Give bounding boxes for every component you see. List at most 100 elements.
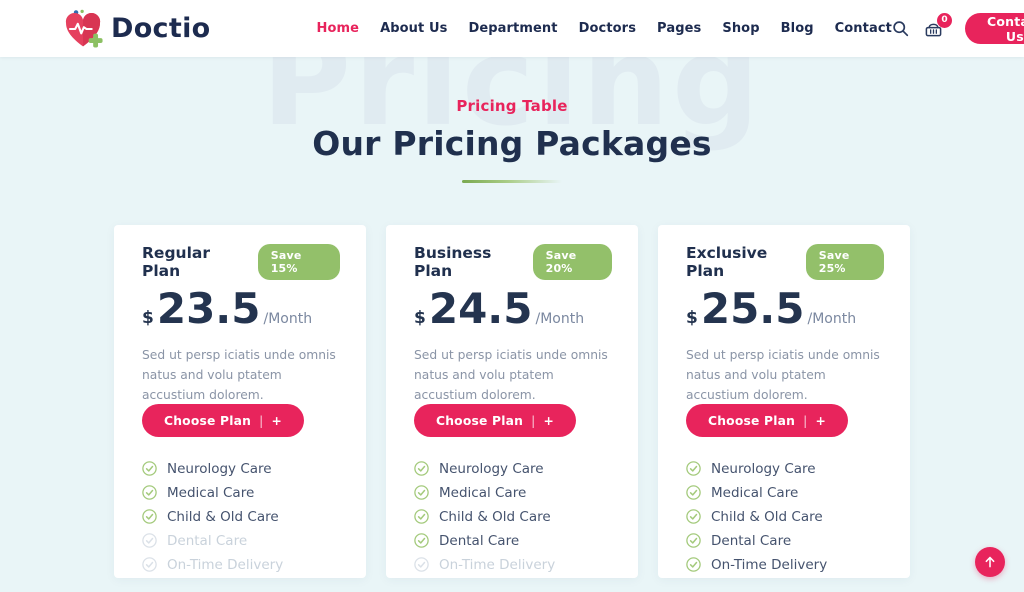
main-nav: Home About Us Department Doctors Pages S… <box>316 21 892 36</box>
feature-label: Medical Care <box>167 484 255 501</box>
scroll-to-top-button[interactable] <box>975 547 1005 577</box>
choose-plan-button[interactable]: Choose Plan | + <box>414 404 576 437</box>
section-subtitle: Pricing Table <box>456 97 568 115</box>
check-circle-icon <box>414 509 429 524</box>
plan-price: $ 23.5 /Month <box>142 284 340 333</box>
arrow-up-icon <box>982 554 998 570</box>
nav-item-pages[interactable]: Pages <box>657 21 702 36</box>
feature-item: Dental Care <box>414 532 612 549</box>
feature-label: Dental Care <box>439 532 520 549</box>
feature-item: Dental Care <box>142 533 340 549</box>
feature-label: Medical Care <box>711 484 799 501</box>
plan-description: Sed ut persp iciatis unde omnis natus an… <box>142 348 336 402</box>
check-circle-icon <box>686 461 701 476</box>
check-circle-icon <box>142 485 157 500</box>
search-icon[interactable] <box>892 20 909 37</box>
check-circle-icon <box>686 485 701 500</box>
pricing-card-exclusive: Exclusive Plan Save 25% $ 25.5 /Month Se… <box>658 225 910 578</box>
choose-plan-label: Choose Plan <box>708 413 796 428</box>
card-header: Regular Plan Save 15% <box>142 243 340 280</box>
nav-item-doctors[interactable]: Doctors <box>578 21 637 36</box>
check-circle-icon <box>414 485 429 500</box>
nav-item-about-us[interactable]: About Us <box>380 21 448 36</box>
feature-label: On-Time Delivery <box>711 556 828 573</box>
feature-list: Neurology Care Medical Care Child & Old … <box>686 460 884 573</box>
feature-item: On-Time Delivery <box>142 556 340 573</box>
save-badge: Save 25% <box>805 243 884 280</box>
choose-plan-button[interactable]: Choose Plan | + <box>142 404 304 437</box>
plus-icon: + <box>271 413 282 428</box>
plan-name: Regular Plan <box>142 243 210 280</box>
feature-item: Child & Old Care <box>414 509 612 525</box>
check-circle-icon <box>414 533 429 548</box>
button-divider: | <box>803 413 808 428</box>
nav-item-contact[interactable]: Contact <box>834 21 892 36</box>
button-divider: | <box>259 413 264 428</box>
feature-label: Child & Old Care <box>167 508 279 525</box>
check-circle-icon <box>142 509 157 524</box>
feature-label: On-Time Delivery <box>439 556 556 573</box>
check-circle-icon <box>142 557 157 572</box>
page-title: Our Pricing Packages <box>312 124 712 163</box>
feature-item: Neurology Care <box>414 460 612 477</box>
basket-icon <box>924 20 943 38</box>
pricing-card-regular: Regular Plan Save 15% $ 23.5 /Month Sed … <box>114 225 366 578</box>
feature-item: On-Time Delivery <box>686 556 884 573</box>
heart-logo-icon <box>62 9 104 49</box>
check-circle-icon <box>686 557 701 572</box>
feature-label: Neurology Care <box>439 460 544 477</box>
cart-count-badge: 0 <box>936 12 952 28</box>
check-circle-icon <box>686 533 701 548</box>
check-circle-icon <box>686 509 701 524</box>
plan-description: Sed ut persp iciatis unde omnis natus an… <box>414 348 608 402</box>
plan-name: Exclusive Plan <box>686 243 768 280</box>
contact-us-button[interactable]: Contact Us | + <box>964 13 1024 44</box>
check-circle-icon <box>142 461 157 476</box>
nav-item-blog[interactable]: Blog <box>780 21 814 36</box>
feature-label: On-Time Delivery <box>167 556 284 573</box>
plus-icon: + <box>815 413 826 428</box>
brand-logo[interactable]: Doctio <box>62 9 210 49</box>
header: Doctio Home About Us Department Doctors … <box>0 0 1024 57</box>
feature-item: On-Time Delivery <box>414 556 612 573</box>
currency-symbol: $ <box>414 308 426 328</box>
title-divider <box>462 180 562 183</box>
button-divider: | <box>531 413 536 428</box>
feature-label: Neurology Care <box>167 460 272 477</box>
feature-item: Medical Care <box>414 484 612 501</box>
card-header: Exclusive Plan Save 25% <box>686 243 884 280</box>
currency-symbol: $ <box>686 308 698 328</box>
feature-label: Child & Old Care <box>711 508 823 525</box>
check-circle-icon <box>414 557 429 572</box>
feature-list: Neurology Care Medical Care Child & Old … <box>142 460 340 573</box>
plan-price: $ 24.5 /Month <box>414 284 612 333</box>
feature-label: Neurology Care <box>711 460 816 477</box>
feature-item: Child & Old Care <box>686 508 884 525</box>
save-badge: Save 15% <box>257 243 340 280</box>
price-period: /Month <box>535 311 585 327</box>
feature-list: Neurology Care Medical Care Child & Old … <box>414 460 612 573</box>
price-amount: 23.5 <box>156 284 261 333</box>
contact-us-label: Contact Us <box>986 13 1024 44</box>
nav-item-shop[interactable]: Shop <box>722 21 760 36</box>
check-circle-icon <box>414 461 429 476</box>
save-badge: Save 20% <box>532 243 612 280</box>
plus-icon: + <box>543 413 554 428</box>
price-period: /Month <box>263 311 313 327</box>
pricing-card-business: Business Plan Save 20% $ 24.5 /Month Sed… <box>386 225 638 578</box>
brand-name: Doctio <box>111 13 211 44</box>
feature-label: Medical Care <box>439 484 527 501</box>
card-header: Business Plan Save 20% <box>414 243 612 280</box>
price-period: /Month <box>807 311 857 327</box>
currency-symbol: $ <box>142 308 154 328</box>
choose-plan-button[interactable]: Choose Plan | + <box>686 404 848 437</box>
cart-button[interactable]: 0 <box>924 12 952 38</box>
nav-item-home[interactable]: Home <box>316 21 360 36</box>
price-amount: 24.5 <box>428 284 533 333</box>
feature-item: Medical Care <box>142 484 340 501</box>
feature-item: Neurology Care <box>142 460 340 477</box>
check-circle-icon <box>142 533 157 548</box>
choose-plan-label: Choose Plan <box>164 413 252 428</box>
nav-item-department[interactable]: Department <box>468 21 558 36</box>
plan-name: Business Plan <box>414 243 492 280</box>
